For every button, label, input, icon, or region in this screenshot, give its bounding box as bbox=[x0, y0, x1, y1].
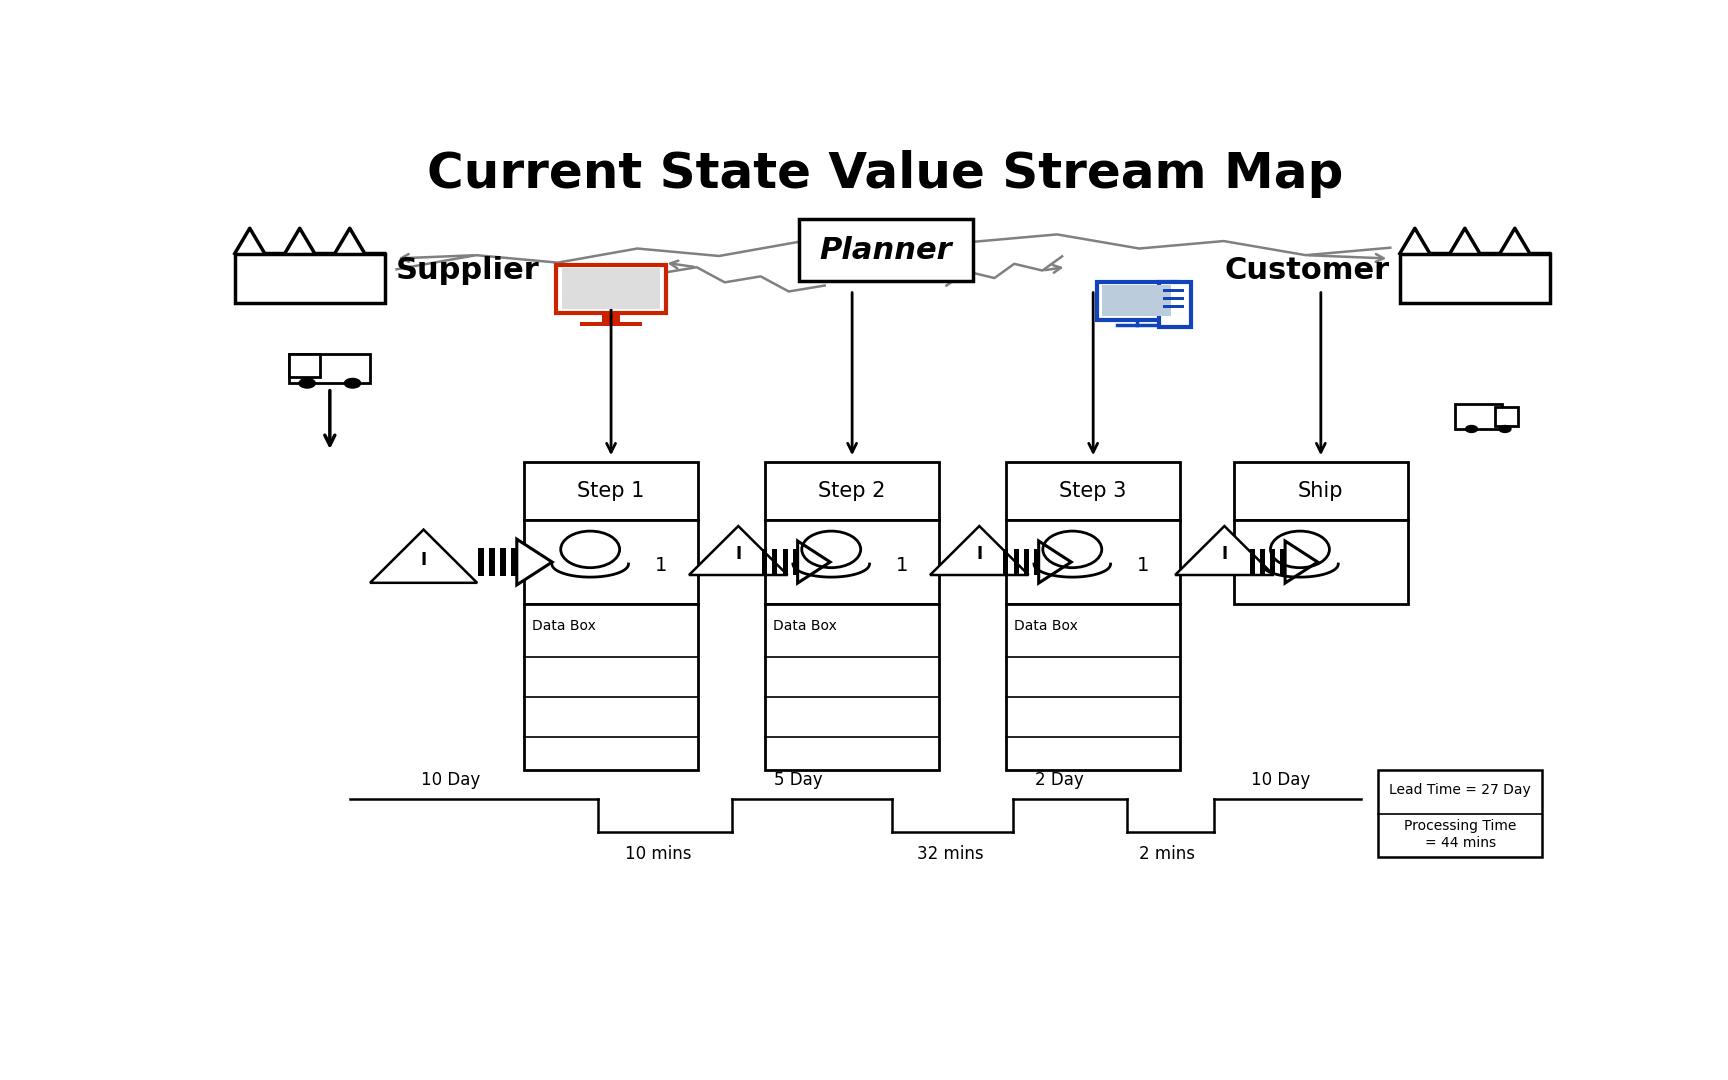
Circle shape bbox=[1498, 424, 1512, 433]
Polygon shape bbox=[1175, 526, 1274, 575]
Bar bbox=[1260, 549, 1265, 575]
Text: Data Box: Data Box bbox=[1014, 619, 1078, 633]
Polygon shape bbox=[517, 539, 553, 585]
Bar bbox=[766, 462, 940, 521]
Text: Customer: Customer bbox=[1223, 256, 1389, 285]
Bar bbox=[501, 548, 506, 577]
Bar bbox=[1400, 254, 1550, 303]
Bar bbox=[1006, 521, 1180, 604]
Text: 1: 1 bbox=[1137, 556, 1149, 576]
Text: I: I bbox=[420, 551, 427, 568]
Bar bbox=[1249, 549, 1255, 575]
Bar bbox=[1495, 406, 1519, 427]
Text: Step 1: Step 1 bbox=[577, 482, 645, 501]
Polygon shape bbox=[798, 541, 829, 583]
Bar bbox=[289, 353, 320, 377]
Bar bbox=[1006, 604, 1180, 770]
Bar bbox=[1270, 549, 1275, 575]
Bar bbox=[524, 604, 698, 770]
Bar bbox=[1033, 549, 1039, 575]
Bar bbox=[766, 521, 940, 604]
Circle shape bbox=[344, 378, 361, 389]
Bar bbox=[603, 312, 620, 323]
Text: Current State Value Stream Map: Current State Value Stream Map bbox=[427, 150, 1344, 199]
Text: 1: 1 bbox=[897, 556, 909, 576]
Bar bbox=[289, 353, 370, 383]
Text: 10 mins: 10 mins bbox=[626, 845, 691, 863]
Bar bbox=[235, 254, 385, 303]
Text: Processing Time
= 44 mins: Processing Time = 44 mins bbox=[1403, 820, 1515, 850]
Bar bbox=[1004, 549, 1009, 575]
Text: 5 Day: 5 Day bbox=[774, 771, 823, 789]
Text: Lead Time = 27 Day: Lead Time = 27 Day bbox=[1389, 783, 1531, 797]
Bar bbox=[783, 549, 788, 575]
Text: Data Box: Data Box bbox=[772, 619, 836, 633]
Bar bbox=[1023, 549, 1028, 575]
Bar bbox=[1097, 282, 1177, 320]
Text: 32 mins: 32 mins bbox=[916, 845, 983, 863]
Bar bbox=[1006, 462, 1180, 521]
Bar bbox=[581, 322, 643, 326]
Bar bbox=[1455, 404, 1502, 429]
Bar bbox=[1379, 770, 1541, 858]
Text: 10 Day: 10 Day bbox=[1251, 771, 1310, 789]
Polygon shape bbox=[930, 526, 1028, 575]
Bar bbox=[766, 604, 940, 770]
Bar bbox=[1163, 288, 1184, 292]
Polygon shape bbox=[370, 529, 477, 583]
Bar bbox=[556, 265, 667, 312]
Text: Step 2: Step 2 bbox=[819, 482, 886, 501]
Bar bbox=[1159, 282, 1191, 327]
Polygon shape bbox=[1039, 541, 1071, 583]
Bar bbox=[772, 549, 778, 575]
Polygon shape bbox=[1286, 541, 1318, 583]
Text: Supplier: Supplier bbox=[396, 256, 539, 285]
Text: 2 Day: 2 Day bbox=[1035, 771, 1083, 789]
Bar bbox=[1102, 285, 1172, 316]
Text: I: I bbox=[976, 544, 983, 563]
Text: Planner: Planner bbox=[819, 235, 952, 265]
Bar bbox=[1234, 462, 1408, 521]
Bar bbox=[479, 548, 484, 577]
Circle shape bbox=[299, 378, 316, 389]
Text: Step 3: Step 3 bbox=[1059, 482, 1127, 501]
Bar bbox=[489, 548, 494, 577]
Bar bbox=[762, 549, 767, 575]
Text: 1: 1 bbox=[655, 556, 667, 576]
Bar bbox=[1280, 549, 1286, 575]
Text: 2 mins: 2 mins bbox=[1139, 845, 1194, 863]
Text: Ship: Ship bbox=[1298, 482, 1344, 501]
Bar bbox=[511, 548, 517, 577]
Circle shape bbox=[1465, 424, 1477, 433]
Bar bbox=[1234, 521, 1408, 604]
Bar bbox=[562, 268, 660, 309]
Bar bbox=[1014, 549, 1018, 575]
Polygon shape bbox=[689, 526, 788, 575]
Bar bbox=[793, 549, 798, 575]
Bar bbox=[798, 219, 973, 282]
Bar bbox=[524, 521, 698, 604]
Bar bbox=[1163, 305, 1184, 308]
Bar bbox=[524, 462, 698, 521]
Bar bbox=[1163, 297, 1184, 300]
Text: I: I bbox=[1222, 544, 1227, 563]
Text: Data Box: Data Box bbox=[532, 619, 596, 633]
Text: I: I bbox=[734, 544, 741, 563]
Text: 10 Day: 10 Day bbox=[420, 771, 480, 789]
